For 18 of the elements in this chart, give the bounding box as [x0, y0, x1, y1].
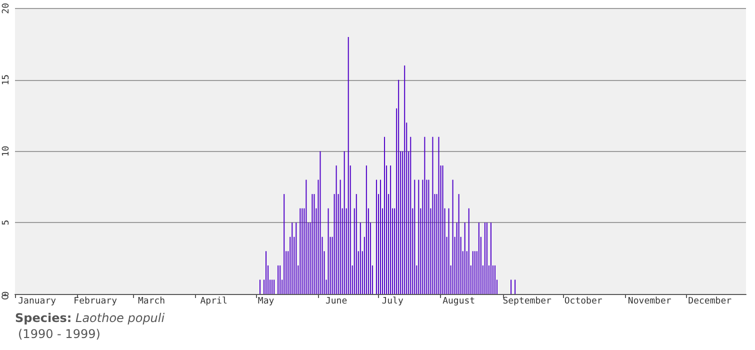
x-tick-label: November: [628, 296, 672, 306]
x-tick-label: May: [258, 296, 275, 306]
x-tick-label: October: [564, 296, 603, 306]
y-tick-label: 5: [2, 220, 12, 226]
text: Species: Laothoe populi: [15, 311, 165, 325]
x-tick-label: February: [74, 296, 118, 306]
x-tick-label: April: [200, 296, 228, 306]
y-tick-label: 10: [2, 146, 12, 157]
x-tick-label: July: [382, 296, 404, 306]
x-tick-label: June: [325, 296, 348, 306]
x-tick-label: January: [18, 296, 57, 306]
y-tick-label: 15: [2, 74, 12, 86]
y-tick-label: 20: [2, 2, 12, 14]
x-tick-label: September: [502, 296, 552, 306]
x-tick-label: December: [688, 296, 732, 306]
x-tick-label: August: [442, 296, 476, 306]
x-tick-label: March: [138, 296, 166, 306]
text: (1990 - 1999): [17, 326, 102, 342]
